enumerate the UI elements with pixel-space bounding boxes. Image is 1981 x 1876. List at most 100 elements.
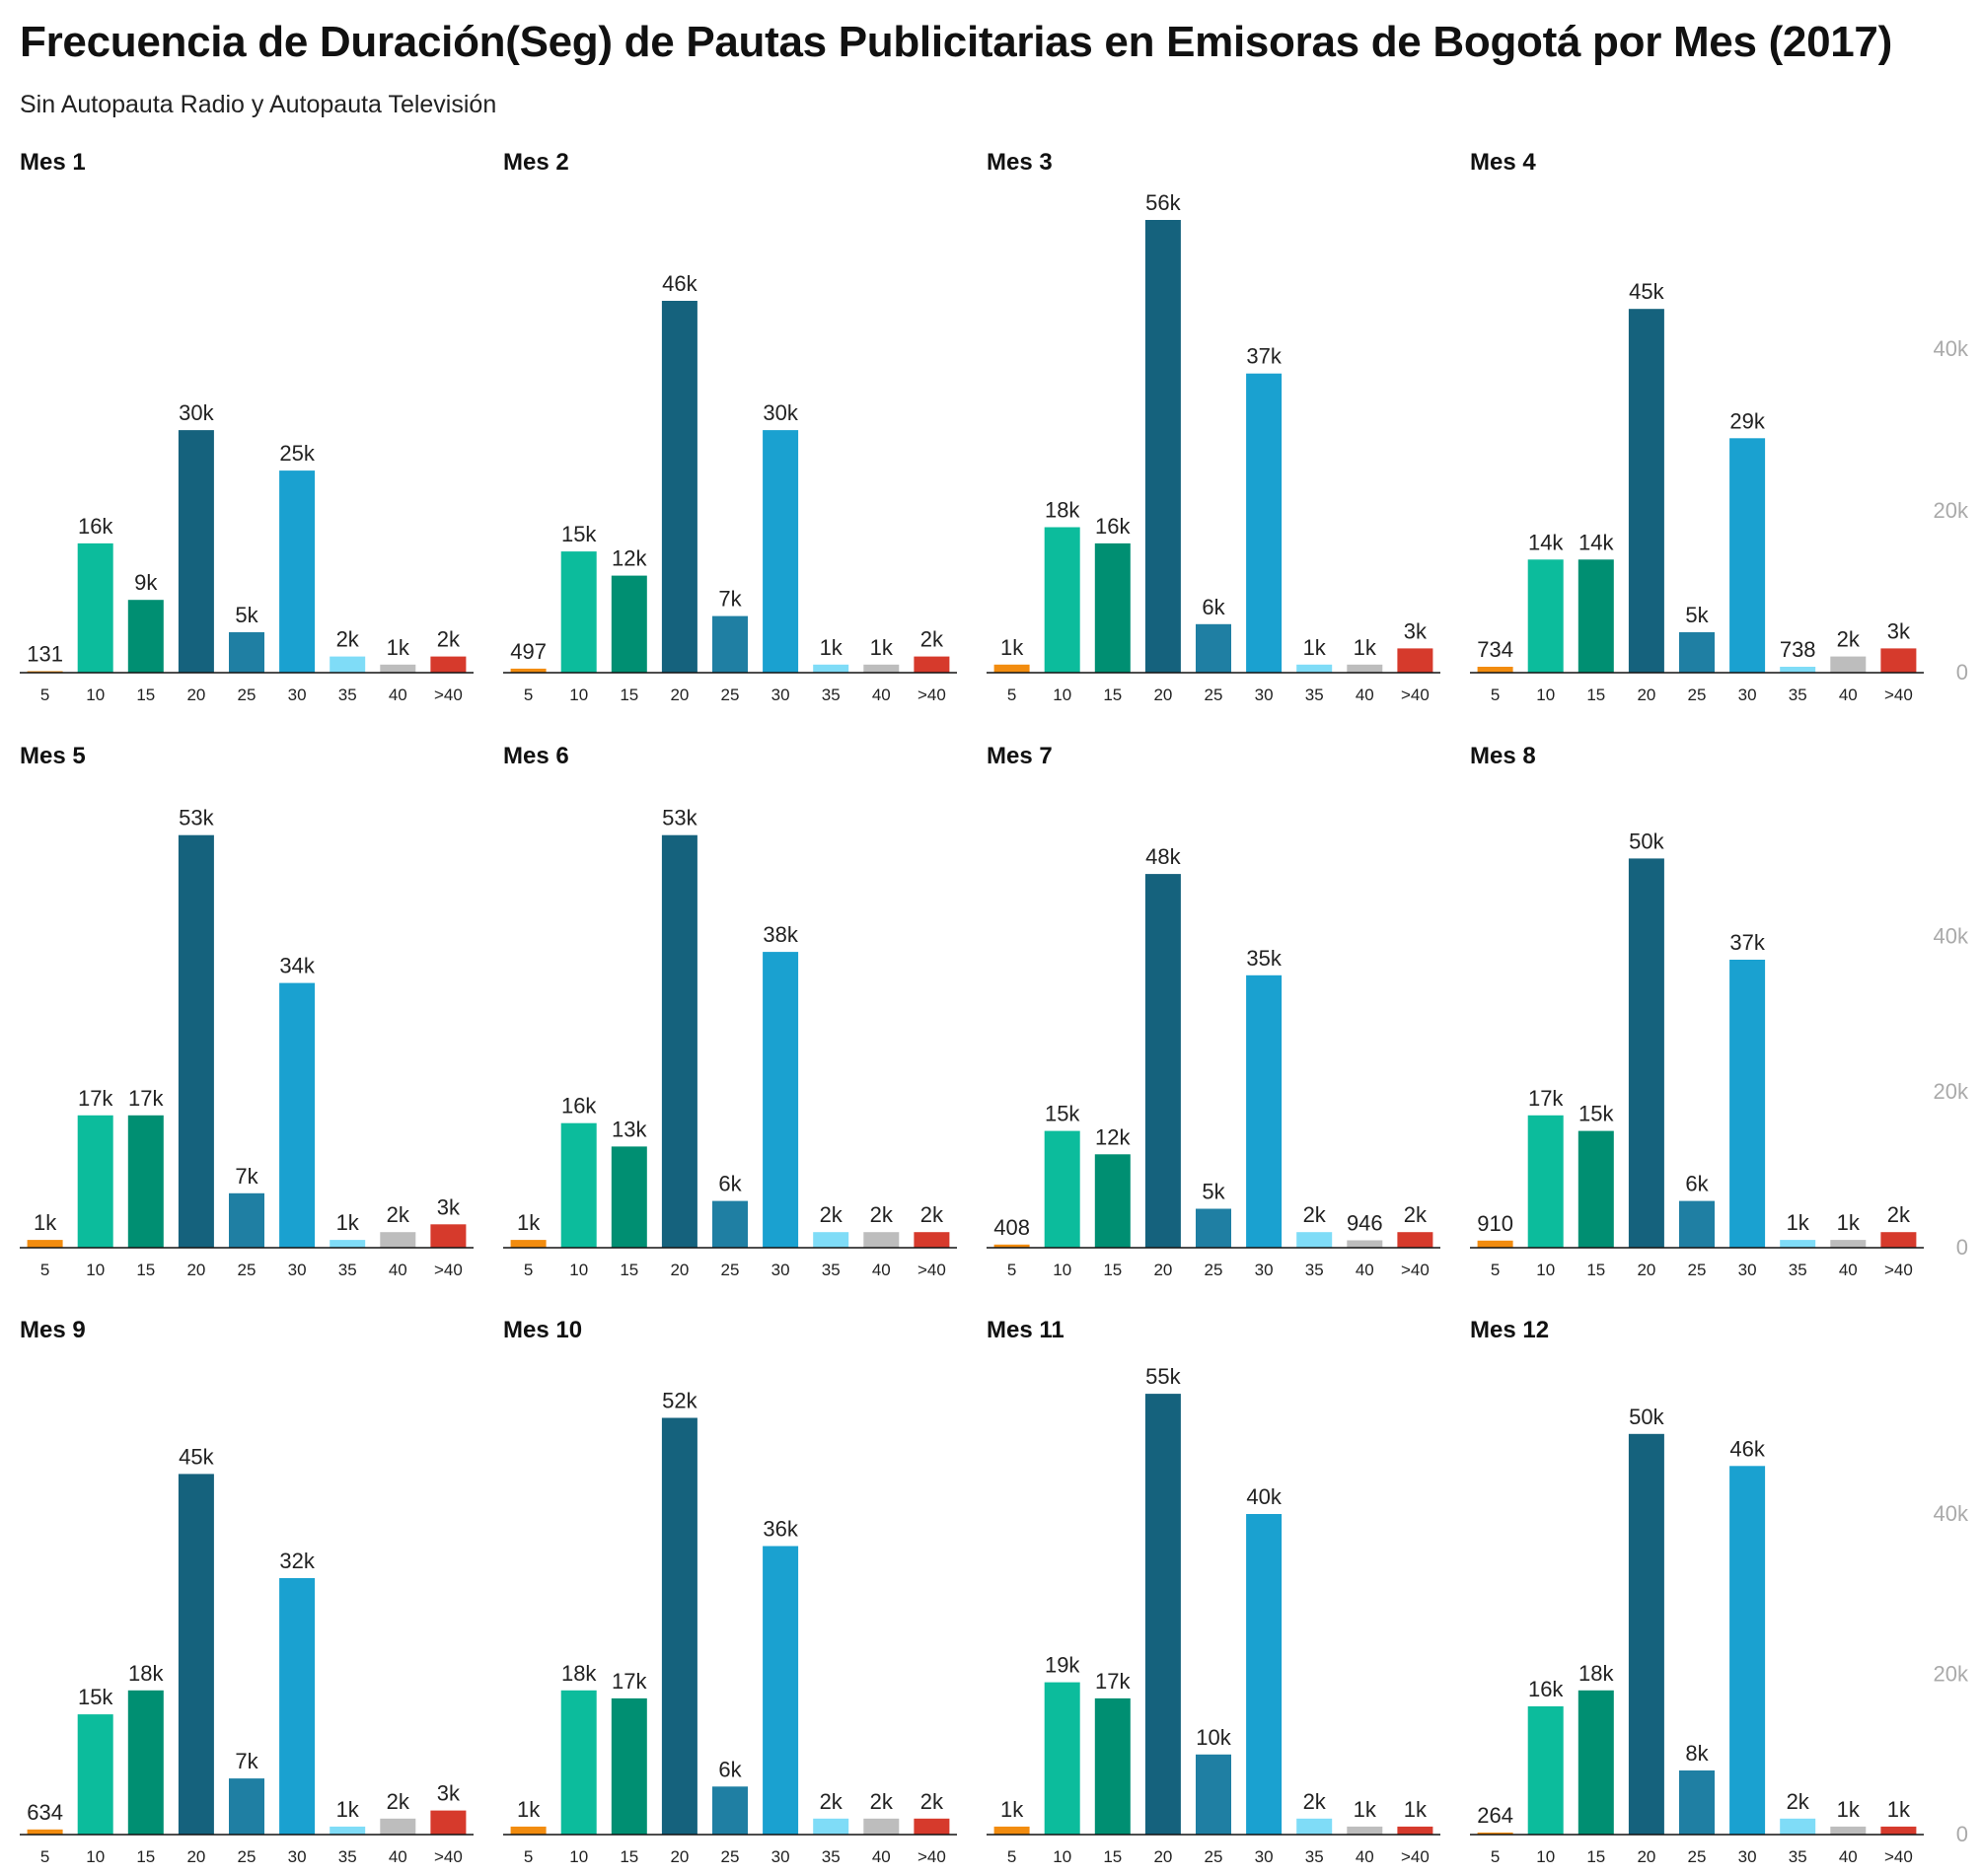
data-label: 32k — [279, 1549, 315, 1573]
data-label: 30k — [763, 400, 798, 425]
x-tick-label: 15 — [136, 1261, 155, 1279]
x-tick-label: 30 — [1738, 685, 1757, 704]
bar-20 — [1628, 858, 1664, 1248]
data-label: 29k — [1729, 408, 1765, 433]
data-label: 55k — [1145, 1364, 1181, 1389]
x-tick-label: 5 — [1007, 1261, 1016, 1279]
x-tick-label: 15 — [1103, 685, 1122, 704]
bar-10 — [1044, 1682, 1080, 1835]
bar-30 — [1729, 1466, 1766, 1836]
x-tick-label: 25 — [1688, 685, 1707, 704]
x-tick-label: 20 — [186, 685, 205, 704]
data-label: 2k — [1887, 1202, 1911, 1227]
bar-20 — [1628, 1433, 1664, 1836]
x-tick-label: 5 — [40, 1847, 49, 1866]
x-tick-label: >40 — [1884, 685, 1913, 704]
x-tick-label: 25 — [238, 685, 257, 704]
bar-10 — [1044, 1130, 1080, 1248]
bar-25 — [1196, 623, 1231, 673]
bar-30 — [279, 470, 316, 673]
bar-40 — [380, 1232, 416, 1248]
data-label: 30k — [179, 400, 214, 425]
panel-title: Mes 4 — [1470, 149, 1536, 176]
x-tick-label: 30 — [1255, 1261, 1274, 1279]
data-label: 17k — [612, 1669, 647, 1694]
x-tick-label: 20 — [1637, 1261, 1655, 1279]
panel-title: Mes 6 — [503, 743, 569, 769]
bar-15 — [127, 600, 164, 673]
bar-25 — [1679, 1200, 1715, 1248]
bar-35 — [1780, 667, 1816, 673]
x-tick-label: 40 — [1839, 1847, 1858, 1866]
x-tick-label: 15 — [1103, 1261, 1122, 1279]
x-tick-label: 30 — [288, 1261, 307, 1279]
data-label: 1k — [1837, 1210, 1861, 1235]
x-tick-label: 40 — [1356, 1847, 1374, 1866]
data-label: 50k — [1629, 829, 1664, 853]
x-tick-label: 20 — [1153, 1261, 1172, 1279]
data-label: 17k — [1095, 1669, 1131, 1694]
bar-35 — [330, 1240, 366, 1248]
data-label: 408 — [993, 1215, 1030, 1240]
x-tick-label: 5 — [1491, 1261, 1500, 1279]
x-tick-label: 40 — [1839, 1261, 1858, 1279]
data-label: 2k — [437, 627, 461, 652]
data-label: 36k — [763, 1517, 798, 1542]
bar-10 — [1527, 1706, 1564, 1835]
x-tick-label: 40 — [872, 1261, 891, 1279]
bar-20 — [178, 834, 214, 1248]
panel-title: Mes 9 — [20, 1317, 86, 1343]
data-label: 48k — [1145, 844, 1181, 869]
y-tick-label: 20k — [1934, 1662, 1969, 1687]
x-tick-label: 20 — [1637, 685, 1655, 704]
panel-title: Mes 10 — [503, 1317, 582, 1343]
x-tick-label: 35 — [1305, 685, 1324, 704]
x-tick-label: 35 — [338, 1847, 357, 1866]
bar-gt40 — [1397, 648, 1433, 673]
panel-title: Mes 8 — [1470, 743, 1536, 769]
bar-30 — [1246, 1514, 1283, 1835]
x-tick-label: 30 — [771, 1261, 790, 1279]
data-label: 2k — [336, 627, 360, 652]
bar-35 — [1780, 1818, 1816, 1836]
x-tick-label: 25 — [1205, 1261, 1223, 1279]
data-label: 15k — [1578, 1102, 1614, 1126]
bar-25 — [712, 615, 748, 673]
data-label: 19k — [1045, 1653, 1080, 1678]
bar-40 — [1347, 664, 1383, 673]
data-label: 46k — [662, 271, 697, 296]
bar-5 — [510, 1240, 547, 1248]
data-label: 1k — [870, 635, 894, 660]
data-label: 264 — [1477, 1803, 1513, 1828]
data-label: 17k — [128, 1086, 164, 1111]
data-label: 16k — [561, 1094, 597, 1118]
bar-5 — [1477, 1832, 1513, 1835]
data-label: 634 — [27, 1800, 63, 1825]
bar-5 — [993, 1826, 1030, 1835]
chart-title: Frecuencia de Duración(Seg) de Pautas Pu… — [20, 18, 1892, 66]
bar-15 — [127, 1115, 164, 1248]
panel-title: Mes 11 — [987, 1317, 1064, 1343]
data-label: 40k — [1246, 1484, 1282, 1509]
x-tick-label: 40 — [1356, 1261, 1374, 1279]
data-label: 1k — [336, 1210, 360, 1235]
x-tick-label: 15 — [1103, 1847, 1122, 1866]
x-tick-label: 15 — [620, 1847, 638, 1866]
x-tick-label: 35 — [1789, 685, 1807, 704]
x-tick-label: 30 — [1738, 1847, 1757, 1866]
x-tick-label: 10 — [1053, 685, 1071, 704]
bar-25 — [1679, 1770, 1715, 1835]
bar-30 — [279, 1578, 316, 1835]
data-label: 7k — [235, 1749, 258, 1773]
bar-gt40 — [1880, 1232, 1917, 1248]
panel-title: Mes 5 — [20, 743, 86, 769]
data-label: 17k — [1528, 1086, 1564, 1111]
bar-25 — [229, 632, 264, 673]
bar-10 — [560, 1690, 597, 1836]
x-tick-label: 25 — [721, 685, 740, 704]
data-label: 38k — [763, 922, 798, 947]
data-label: 46k — [1729, 1436, 1765, 1461]
x-tick-label: 20 — [670, 1847, 689, 1866]
bar-15 — [1577, 1130, 1614, 1248]
